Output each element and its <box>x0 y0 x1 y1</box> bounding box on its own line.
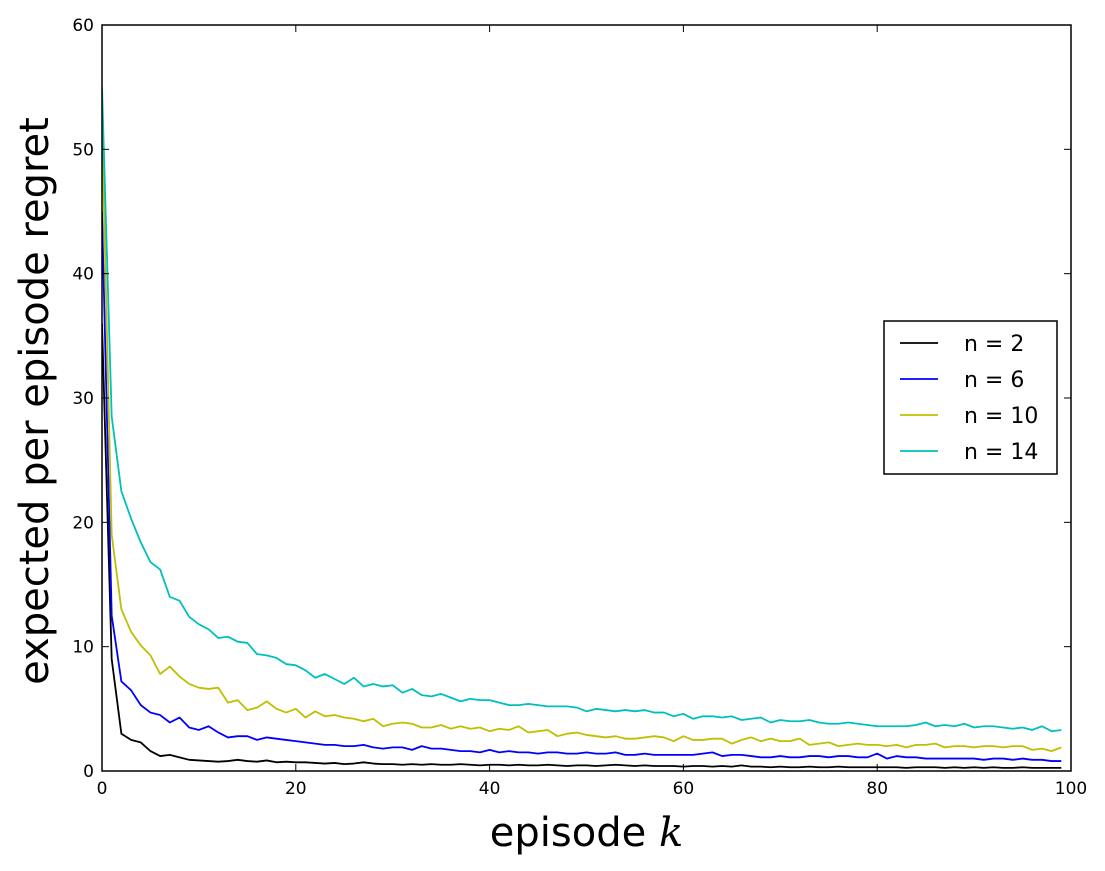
legend-label: n = 2 <box>964 332 1024 357</box>
series-line-4 <box>102 87 1062 733</box>
y-tick-label: 50 <box>72 140 94 160</box>
legend-label: n = 6 <box>964 368 1024 393</box>
legend-label: n = 14 <box>964 440 1038 465</box>
x-axis-title-variable: k <box>659 810 683 856</box>
x-tick-label: 20 <box>285 779 307 799</box>
y-tick-label: 0 <box>83 762 94 782</box>
series-line-3 <box>102 124 1062 753</box>
x-axis-title: episode k <box>490 810 683 856</box>
y-axis-title: expected per episode regret <box>12 117 58 685</box>
legend-label: n = 10 <box>964 404 1038 429</box>
series-line-1 <box>102 323 1062 769</box>
series-line-2 <box>102 211 1062 762</box>
x-tick-label: 40 <box>479 779 501 799</box>
ticks-layer: 0 20 40 60 80 100 0 10 20 30 40 50 60 <box>72 16 1087 799</box>
legend: n = 2 n = 6 n = 10 n = 14 <box>883 320 1058 475</box>
y-tick-label: 40 <box>72 265 94 285</box>
x-tick-label: 60 <box>673 779 695 799</box>
x-tick-label: 0 <box>97 779 108 799</box>
y-tick-label: 60 <box>72 16 94 36</box>
x-axis-title-text: episode <box>490 810 659 856</box>
legend-box <box>883 320 1058 475</box>
series-layer <box>102 87 1062 769</box>
x-tick-label: 80 <box>866 779 888 799</box>
y-tick-label: 30 <box>72 389 94 409</box>
x-tick-label: 100 <box>1055 779 1087 799</box>
y-tick-label: 10 <box>72 638 94 658</box>
y-tick-label: 20 <box>72 513 94 533</box>
